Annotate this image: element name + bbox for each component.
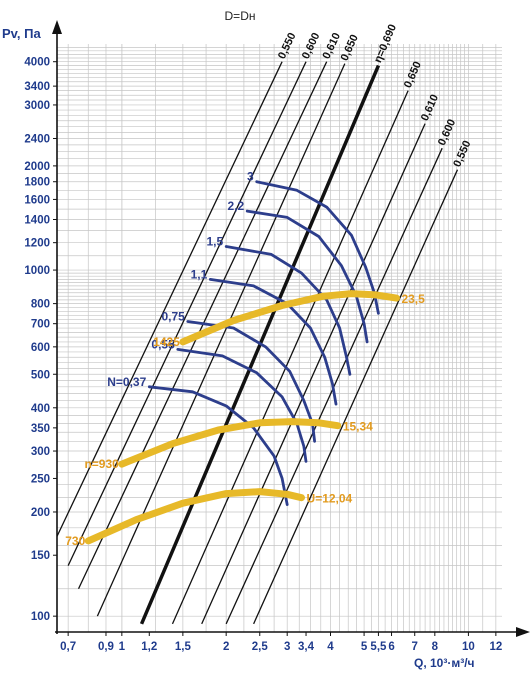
y-tick-label: 150 <box>31 550 50 562</box>
power-curve-label: 1,1 <box>191 267 208 281</box>
efficiency-line <box>253 169 459 625</box>
x-tick-label: 5 <box>361 641 368 653</box>
speed-curve <box>84 488 305 545</box>
y-tick-label: 400 <box>31 403 50 415</box>
power-curve <box>245 209 369 344</box>
x-axis-label: Q, 10³·м³/ч <box>414 656 475 670</box>
efficiency-label: 0,650 <box>402 60 424 90</box>
axes <box>52 20 530 637</box>
x-tick-label: 1 <box>119 641 126 653</box>
efficiency-line <box>77 61 328 590</box>
power-curve-label: 1,5 <box>206 234 223 248</box>
x-tick-label: 6 <box>388 641 394 653</box>
x-tick-label: 1,2 <box>141 641 157 653</box>
x-tick-label: 3,4 <box>298 641 315 653</box>
y-tick-label: 1600 <box>24 194 50 206</box>
x-tick-label: 2 <box>223 641 229 653</box>
speed-curve-label: 730 <box>65 534 85 548</box>
y-tick-label: 1400 <box>24 214 50 226</box>
x-tick-label: 2,5 <box>252 641 269 653</box>
y-tick-label: 350 <box>31 423 50 435</box>
y-tick-label: 100 <box>31 611 50 623</box>
efficiency-label: 0,600 <box>300 31 323 61</box>
efficiency-line <box>96 63 346 617</box>
speed-curve-label: 1425 <box>153 335 180 349</box>
y-axis-arrow <box>52 20 62 34</box>
y-tick-label: 1800 <box>24 177 50 189</box>
power-curve <box>147 385 289 506</box>
y-tick-label: 3000 <box>24 100 50 112</box>
power-curve-label: 2,2 <box>228 199 245 213</box>
speed-curve <box>118 418 342 468</box>
ticks: 0,7 0,9 1 1,2 1,5 2 2,5 3 3,4 4 5 5,5 6 7 8 10 12 100 150 2… <box>24 57 502 653</box>
y-tick-label: 200 <box>31 507 50 519</box>
power-curve <box>176 348 308 463</box>
y-tick-label: 1000 <box>24 265 50 277</box>
grid <box>57 44 502 632</box>
efficiency-label: 0,550 <box>451 139 473 169</box>
efficiency-label: 0,610 <box>419 93 441 123</box>
x-axis-arrow <box>516 627 530 637</box>
efficiency-line <box>56 61 283 537</box>
y-tick-label: 600 <box>31 342 50 354</box>
x-tick-label: 10 <box>462 641 475 653</box>
speed-curve-end-label: 15,34 <box>343 420 373 434</box>
speed-curve-end-label: U=12,04 <box>307 492 353 506</box>
power-curve-label: N=0,37 <box>107 375 146 389</box>
x-tick-label: 1,5 <box>175 641 192 653</box>
x-tick-label: 0,9 <box>98 641 114 653</box>
efficiency-line <box>201 123 426 625</box>
y-tick-label: 300 <box>31 446 50 458</box>
x-tick-label: 7 <box>412 641 418 653</box>
x-tick-label: 8 <box>432 641 439 653</box>
power-curves: 3 2,2 1,5 1,1 0,75 0,55 N=0,37 <box>107 170 380 506</box>
x-tick-label: 5,5 <box>370 641 387 653</box>
speed-curve <box>179 290 400 346</box>
y-tick-label: 250 <box>31 473 50 485</box>
speed-curve-label: n=930 <box>84 457 119 471</box>
x-tick-label: 3 <box>284 641 290 653</box>
y-tick-label: 2400 <box>24 133 50 145</box>
x-tick-label: 0,7 <box>60 641 76 653</box>
efficiency-label: 0,550 <box>276 31 299 61</box>
x-tick-label: 12 <box>489 641 502 653</box>
y-tick-label: 1200 <box>24 238 50 250</box>
power-curve <box>208 278 338 406</box>
y-tick-label: 500 <box>31 369 50 381</box>
power-curve-label: 0,55 <box>151 337 175 351</box>
efficiency-line <box>171 90 409 625</box>
power-curve-label: 3 <box>247 170 254 184</box>
y-axis-label: Pv, Па <box>2 26 42 41</box>
efficiency-label: η=0,690 <box>372 23 399 65</box>
y-tick-label: 3400 <box>24 81 50 93</box>
speed-curves: 730 U=12,04 n=930 15,34 1425 23,5 <box>65 290 425 548</box>
y-tick-label: 2000 <box>24 161 50 173</box>
y-tick-label: 4000 <box>24 57 50 69</box>
power-curve <box>224 245 352 376</box>
power-curve-label: 0,75 <box>161 310 185 324</box>
efficiency-line <box>67 61 307 566</box>
chart-title: D=Dн <box>225 9 256 23</box>
x-tick-label: 4 <box>327 641 334 653</box>
y-tick-label: 700 <box>31 319 50 331</box>
speed-curve-end-label: 23,5 <box>401 292 425 306</box>
y-tick-label: 800 <box>31 299 50 311</box>
